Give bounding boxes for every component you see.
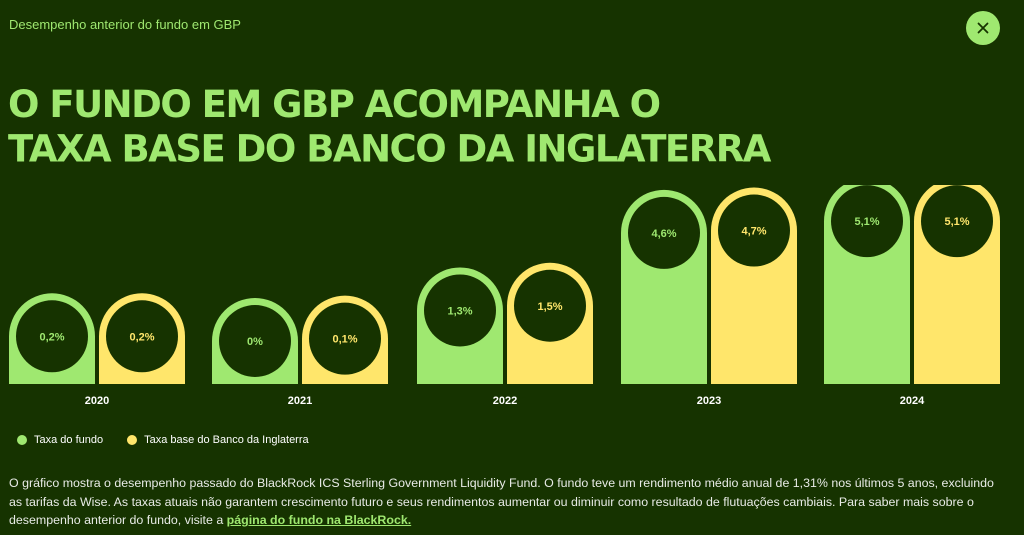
- data-label-base-rate-2022: 1,5%: [537, 301, 562, 313]
- x-tick-label-2022: 2022: [493, 395, 517, 407]
- data-label-fund-2024: 5,1%: [854, 216, 879, 228]
- page-title: O FUNDO EM GBP ACOMPANHA O TAXA BASE DO …: [8, 82, 771, 172]
- bar-label-circle-fund-2024: [831, 185, 903, 258]
- chart-description: O gráfico mostra o desempenho passado do…: [9, 474, 1009, 530]
- blackrock-fund-link[interactable]: página do fundo na BlackRock.: [226, 513, 412, 527]
- x-tick-label-2023: 2023: [697, 395, 721, 407]
- data-label-fund-2021: 0%: [247, 336, 263, 348]
- page-title-line-1: O FUNDO EM GBP ACOMPANHA O: [8, 82, 661, 126]
- x-tick-label-2024: 2024: [900, 395, 925, 407]
- bar-label-circle-base-rate-2024: [921, 185, 993, 258]
- legend-dot-base-rate: [127, 435, 138, 445]
- page-title-line-2: TAXA BASE DO BANCO DA INGLATERRA: [8, 127, 771, 171]
- bar-label-circle-fund-2020: [16, 300, 88, 373]
- x-tick-label-2020: 2020: [85, 395, 109, 407]
- legend-label-fund: Taxa do fundo: [34, 434, 104, 446]
- bar-label-circle-base-rate-2022: [514, 269, 586, 342]
- legend-dot-fund: [17, 435, 27, 445]
- bar-label-circle-fund-2023: [628, 196, 700, 269]
- data-label-fund-2023: 4,6%: [651, 228, 676, 240]
- bar-label-circle-base-rate-2020: [106, 300, 178, 373]
- data-label-fund-2020: 0,2%: [39, 331, 64, 343]
- bar-label-circle-fund-2022: [424, 274, 496, 347]
- data-label-fund-2022: 1,3%: [447, 305, 472, 317]
- close-icon: [977, 22, 989, 34]
- bar-label-circle-base-rate-2021: [309, 302, 381, 375]
- legend-label-base-rate: Taxa base do Banco da Inglaterra: [144, 434, 309, 446]
- close-button[interactable]: [966, 11, 1000, 45]
- bar-label-circle-base-rate-2023: [718, 194, 790, 267]
- description-text: O gráfico mostra o desempenho passado do…: [9, 476, 994, 527]
- x-tick-label-2021: 2021: [288, 395, 312, 407]
- legend-item-base-rate: Taxa base do Banco da Inglaterra: [127, 434, 309, 446]
- data-label-base-rate-2024: 5,1%: [944, 216, 969, 228]
- performance-chart: 0,2% 0,2% 2020 0% 0,1% 2021 1,3% 1,5% 2022 4,6% 4,…: [9, 185, 1000, 407]
- data-label-base-rate-2021: 0,1%: [332, 334, 357, 346]
- data-label-base-rate-2023: 4,7%: [741, 226, 766, 238]
- data-label-base-rate-2020: 0,2%: [129, 331, 154, 343]
- bar-label-circle-fund-2021: [219, 305, 291, 377]
- chart-legend: Taxa do fundo Taxa base do Banco da Ingl…: [17, 434, 309, 446]
- section-subtitle: Desempenho anterior do fundo em GBP: [9, 17, 241, 32]
- legend-item-fund: Taxa do fundo: [17, 434, 103, 446]
